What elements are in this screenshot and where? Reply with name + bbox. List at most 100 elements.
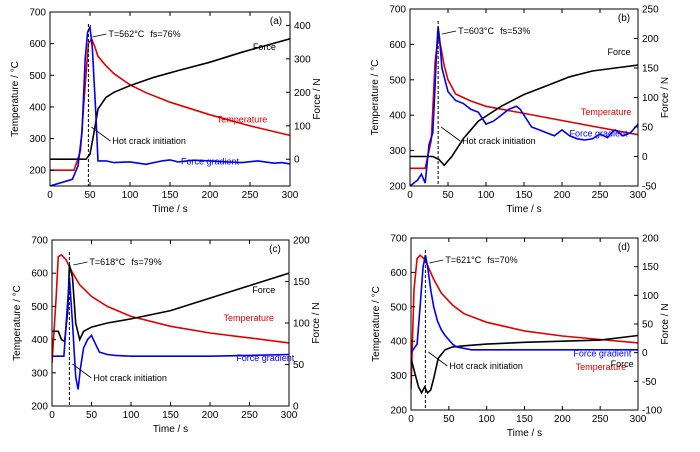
y2-tick-label: 150 <box>293 277 310 288</box>
solid-fraction-annotation: fs=53% <box>500 26 530 36</box>
series-label-temperature: Temperature <box>581 107 632 117</box>
y2-tick-label: -50 <box>642 182 657 193</box>
y2-tick-label: 100 <box>294 121 311 132</box>
y2-tick-label: 0 <box>642 348 648 359</box>
y2-axis-label: Force / N <box>660 77 671 118</box>
y2-tick-label: 200 <box>642 234 659 245</box>
series-line-temperature <box>411 254 638 390</box>
crack-leader-line <box>440 126 461 142</box>
y2-tick-label: 150 <box>642 64 659 75</box>
y-tick-label: 400 <box>31 335 48 346</box>
x-tick-label: 250 <box>241 410 258 421</box>
y2-tick-label: 50 <box>642 320 654 331</box>
x-tick-label: 0 <box>407 190 413 201</box>
x-tick-label: 50 <box>86 410 98 421</box>
series-label-temperature: Temperature <box>217 115 268 125</box>
y2-tick-label: 0 <box>294 155 300 166</box>
series-label-force: Force <box>252 285 275 295</box>
panel-label: (d) <box>618 242 630 253</box>
y2-tick-label: 250 <box>642 5 659 16</box>
annotation-arrow <box>442 30 457 35</box>
y-tick-label: 700 <box>390 234 407 245</box>
x-tick-label: 150 <box>516 190 533 201</box>
annotation-arrow <box>92 33 107 38</box>
solid-fraction-annotation: fs=76% <box>150 29 180 39</box>
x-tick-label: 0 <box>47 190 53 201</box>
y2-tick-label: 200 <box>294 88 311 99</box>
crack-initiation-label: Hot crack initiation <box>93 373 167 383</box>
series-label-force: Force <box>611 359 634 369</box>
y2-tick-label: -50 <box>642 377 657 388</box>
y2-tick-label: 0 <box>642 152 648 163</box>
y2-tick-label: 200 <box>642 34 659 45</box>
series-line-temperature <box>410 37 638 170</box>
y2-tick-label: -100 <box>642 406 662 417</box>
y-tick-label: 700 <box>31 236 48 247</box>
y-tick-label: 400 <box>389 111 406 122</box>
y-tick-label: 300 <box>390 371 407 382</box>
x-tick-label: 150 <box>516 414 533 425</box>
x-tick-label: 200 <box>202 190 219 201</box>
y2-tick-label: 50 <box>642 123 654 134</box>
x-tick-label: 300 <box>281 410 298 421</box>
x-tick-label: 300 <box>630 414 647 425</box>
panel-label: (c) <box>269 244 281 255</box>
series-line-force <box>410 64 638 167</box>
series-line-force-gradient <box>50 24 290 186</box>
y2-axis-label: Force / N <box>312 78 323 119</box>
x-tick-label: 100 <box>478 190 495 201</box>
y2-tick-label: 400 <box>294 21 311 32</box>
panel-label: (b) <box>618 13 630 24</box>
y-tick-label: 400 <box>29 102 46 113</box>
annotation-arrow <box>73 261 88 266</box>
chart-panel-3: Temperature Force Force gradient 0 50 100 150 2… <box>12 236 322 436</box>
x-tick-label: 250 <box>592 414 609 425</box>
y-axis-label: Temperature / °C <box>12 285 23 361</box>
y-tick-label: 600 <box>31 269 48 280</box>
y2-tick-label: 300 <box>294 54 311 65</box>
crack-leader-line <box>72 363 92 379</box>
x-tick-label: 250 <box>592 190 609 201</box>
series-line-force-gradient <box>411 255 638 354</box>
temperature-annotation: T=618°C <box>89 257 125 267</box>
series-label-force: Force <box>253 42 276 52</box>
y-tick-label: 400 <box>390 337 407 348</box>
temperature-annotation: T=603°C <box>458 26 494 36</box>
x-tick-label: 100 <box>478 414 495 425</box>
temperature-annotation: T=562°C <box>108 29 144 39</box>
y-tick-label: 500 <box>390 302 407 313</box>
series-label-force: Force <box>607 47 630 57</box>
x-tick-label: 200 <box>202 410 219 421</box>
series-line-force-gradient <box>52 277 289 390</box>
y-tick-label: 300 <box>389 146 406 157</box>
series-line-force <box>411 334 638 395</box>
series-label-temperature: Temperature <box>576 362 627 372</box>
y-tick-label: 600 <box>389 40 406 51</box>
x-tick-label: 50 <box>443 414 455 425</box>
y-tick-label: 200 <box>390 406 407 417</box>
x-tick-label: 100 <box>123 410 140 421</box>
y2-tick-label: 150 <box>642 262 659 273</box>
y-tick-label: 700 <box>389 5 406 16</box>
temperature-annotation: T=621°C <box>445 255 481 265</box>
y-tick-label: 200 <box>29 166 46 177</box>
solid-fraction-annotation: fs=70% <box>487 255 517 265</box>
x-tick-label: 0 <box>408 414 414 425</box>
series-label-force-gradient: Force gradient <box>181 156 240 166</box>
y-tick-label: 500 <box>31 302 48 313</box>
series-line-temperature <box>52 253 289 363</box>
y-tick-label: 300 <box>31 368 48 379</box>
y-tick-label: 500 <box>389 75 406 86</box>
crack-initiation-label: Hot crack initiation <box>112 136 186 146</box>
panel-label: (a) <box>270 16 282 27</box>
y-axis-label: Temperature / °C <box>371 286 382 362</box>
annotation-arrow <box>429 259 444 264</box>
y-axis-label: Temperature / °C <box>370 60 381 136</box>
x-axis-label: Time / s <box>152 204 187 215</box>
x-tick-label: 0 <box>49 410 55 421</box>
y2-axis-label: Force / N <box>660 303 671 344</box>
y-tick-label: 200 <box>31 402 48 413</box>
series-label-force-gradient: Force gradient <box>569 128 628 138</box>
crack-leader-line <box>428 351 448 367</box>
